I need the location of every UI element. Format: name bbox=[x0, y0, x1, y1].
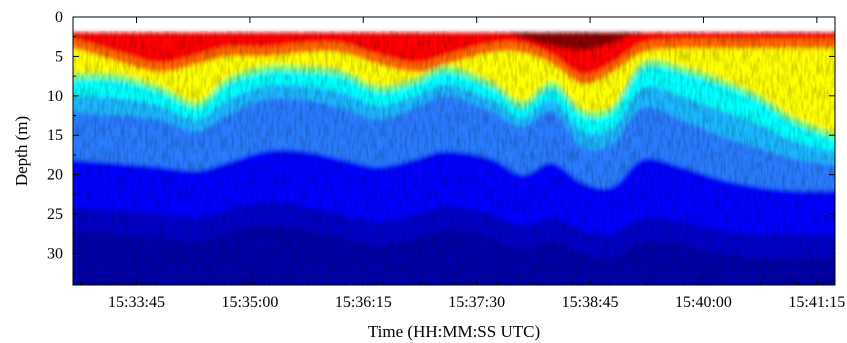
y-tick-label: 10 bbox=[47, 88, 63, 105]
x-tick-label: 15:37:30 bbox=[448, 294, 505, 311]
y-tick-label: 0 bbox=[55, 9, 63, 26]
x-tick-label: 15:40:00 bbox=[675, 294, 732, 311]
plot-frame bbox=[72, 16, 836, 286]
x-axis: 15:33:45 15:35:00 15:36:15 15:37:30 15:38:45… bbox=[80, 17, 845, 311]
y-tick-label: 25 bbox=[47, 206, 63, 223]
x-tick-label: 15:35:00 bbox=[221, 294, 278, 311]
y-axis-label: Depth (m) bbox=[12, 116, 31, 186]
x-tick-label: 15:36:15 bbox=[335, 294, 392, 311]
x-tick-label: 15:33:45 bbox=[108, 294, 165, 311]
x-tick-label: 15:38:45 bbox=[562, 294, 619, 311]
y-tick-label: 20 bbox=[47, 167, 63, 184]
y-tick-label: 30 bbox=[47, 245, 63, 262]
y-tick-label: 15 bbox=[47, 127, 63, 144]
x-axis-label: Time (HH:MM:SS UTC) bbox=[368, 322, 540, 341]
y-tick-label: 5 bbox=[55, 48, 63, 65]
speckle-texture bbox=[73, 31, 835, 285]
x-tick-label: 15:41:15 bbox=[788, 294, 845, 311]
plot-area bbox=[72, 16, 836, 286]
y-axis: 0 5 10 15 20 25 30 bbox=[47, 9, 835, 274]
